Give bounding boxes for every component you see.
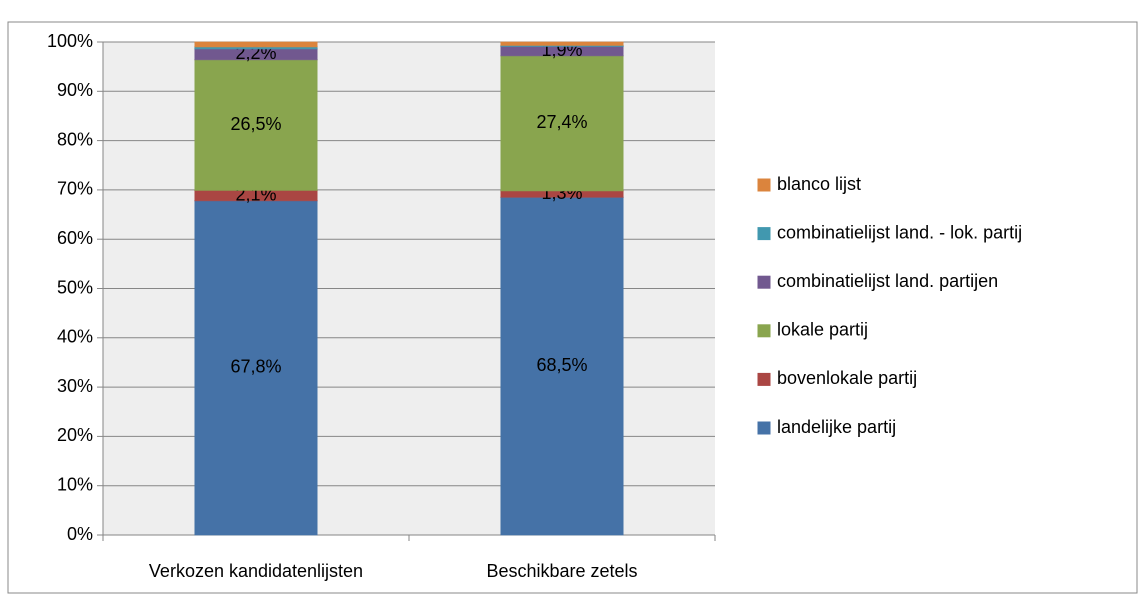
data-label: 27,4% [536, 112, 587, 132]
legend-swatch [756, 323, 772, 339]
y-tick-label: 50% [57, 277, 93, 297]
legend-swatch [756, 371, 772, 387]
bar-segment [194, 200, 318, 536]
legend-label: blanco lijst [777, 174, 861, 194]
y-tick-label: 90% [57, 80, 93, 100]
data-label: 26,5% [230, 114, 281, 134]
y-tick-label: 30% [57, 376, 93, 396]
y-tick-label: 10% [57, 474, 93, 494]
bar-segment [500, 41, 624, 46]
legend-swatch [756, 177, 772, 193]
bar-segment [194, 41, 318, 48]
y-tick-label: 60% [57, 228, 93, 248]
y-tick-label: 100% [47, 31, 93, 51]
legend-label: landelijke partij [777, 417, 896, 437]
bar-segment [194, 59, 318, 191]
data-label: 67,8% [230, 357, 281, 377]
y-tick-label: 0% [67, 524, 93, 544]
y-tick-label: 40% [57, 327, 93, 347]
bar-segment [500, 196, 624, 536]
x-tick-label: Beschikbare zetels [486, 561, 637, 581]
legend-swatch [756, 420, 772, 436]
legend-swatch [756, 274, 772, 290]
bar-segment [500, 55, 624, 192]
x-tick-label: Verkozen kandidatenlijsten [149, 561, 363, 581]
legend-swatch [756, 226, 772, 242]
y-tick-label: 20% [57, 425, 93, 445]
y-tick-label: 70% [57, 179, 93, 199]
data-label: 68,5% [536, 355, 587, 375]
y-tick-label: 80% [57, 129, 93, 149]
legend-label: combinatielijst land. - lok. partij [777, 222, 1022, 242]
legend-label: bovenlokale partij [777, 368, 917, 388]
legend-label: combinatielijst land. partijen [777, 271, 998, 291]
legend-label: lokale partij [777, 320, 868, 340]
